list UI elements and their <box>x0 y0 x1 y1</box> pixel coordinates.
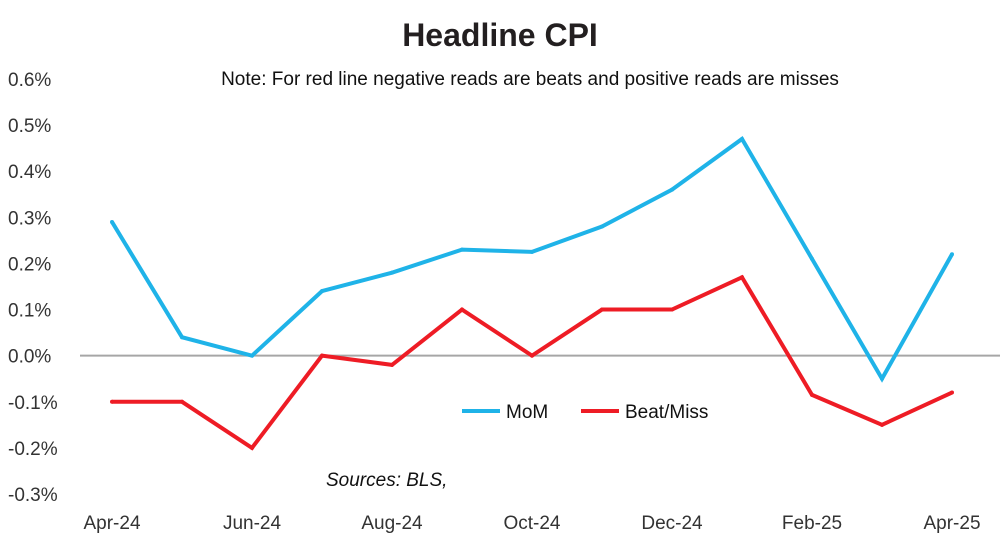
data-point-mom <box>670 187 674 192</box>
data-point-mom <box>810 256 814 261</box>
x-tick-label: Apr-24 <box>83 513 140 534</box>
y-tick-label: 0.1% <box>8 301 51 322</box>
legend: MoM Beat/Miss <box>462 402 708 423</box>
x-tick-label: Oct-24 <box>503 513 560 534</box>
x-tick-label: Jun-24 <box>223 513 282 534</box>
data-point-mom <box>320 289 324 294</box>
y-tick-label: -0.1% <box>8 393 58 414</box>
data-point-beat-miss <box>530 353 534 358</box>
y-tick-label: 0.6% <box>8 70 51 91</box>
data-point-mom <box>460 247 464 252</box>
data-point-beat-miss <box>390 362 394 367</box>
series-lines <box>110 136 954 451</box>
y-axis-ticks: 0.6% 0.5% 0.4% 0.3% 0.2% 0.1% 0.0% -0.1% -0.2% -0… <box>8 70 58 506</box>
x-tick-label: Dec-24 <box>641 513 703 534</box>
data-point-beat-miss <box>460 307 464 312</box>
data-point-mom <box>950 252 954 257</box>
data-point-beat-miss <box>880 422 884 427</box>
x-tick-label: Aug-24 <box>361 513 423 534</box>
x-tick-label: Apr-25 <box>923 513 980 534</box>
y-tick-label: 0.0% <box>8 347 51 368</box>
chart-title: Headline CPI <box>402 17 598 53</box>
legend-label: Beat/Miss <box>625 402 708 423</box>
chart-note: Note: For red line negative reads are be… <box>221 69 839 90</box>
data-point-beat-miss <box>320 353 324 358</box>
data-point-beat-miss <box>950 390 954 395</box>
data-point-mom <box>110 219 114 224</box>
data-point-mom <box>600 224 604 229</box>
legend-label: MoM <box>506 402 548 423</box>
data-point-beat-miss <box>110 399 114 404</box>
y-tick-label: 0.2% <box>8 254 51 275</box>
y-tick-label: -0.2% <box>8 439 58 460</box>
data-point-beat-miss <box>600 307 604 312</box>
y-tick-label: 0.4% <box>8 162 51 183</box>
data-point-mom <box>390 270 394 275</box>
data-point-mom <box>180 335 184 340</box>
data-point-mom <box>880 376 884 381</box>
data-point-beat-miss <box>810 392 814 397</box>
data-point-beat-miss <box>180 399 184 404</box>
y-tick-label: 0.3% <box>8 208 51 229</box>
series-line-mom <box>110 136 954 383</box>
data-point-mom <box>740 136 744 141</box>
data-point-mom <box>530 249 534 254</box>
y-tick-label: -0.3% <box>8 485 58 506</box>
x-tick-label: Feb-25 <box>782 513 842 534</box>
source-note: Sources: BLS, <box>326 470 447 491</box>
x-axis-ticks: Apr-24 Jun-24 Aug-24 Oct-24 Dec-24 Feb-25 Apr-… <box>83 513 980 534</box>
data-point-beat-miss <box>670 307 674 312</box>
data-point-beat-miss <box>250 445 254 450</box>
data-point-mom <box>250 353 254 358</box>
data-point-beat-miss <box>740 275 744 280</box>
y-tick-label: 0.5% <box>8 116 51 137</box>
